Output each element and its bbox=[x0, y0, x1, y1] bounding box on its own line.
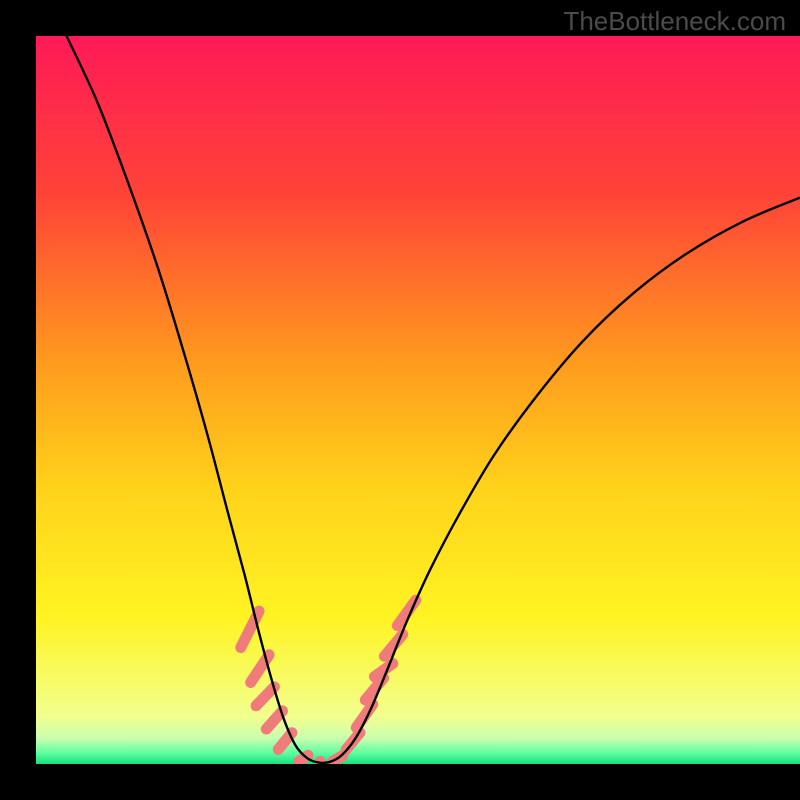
plot-area bbox=[36, 36, 800, 764]
plot-svg bbox=[36, 36, 800, 764]
gradient-background bbox=[36, 36, 800, 764]
watermark-text: TheBottleneck.com bbox=[563, 6, 786, 37]
chart-frame: TheBottleneck.com bbox=[0, 0, 800, 800]
